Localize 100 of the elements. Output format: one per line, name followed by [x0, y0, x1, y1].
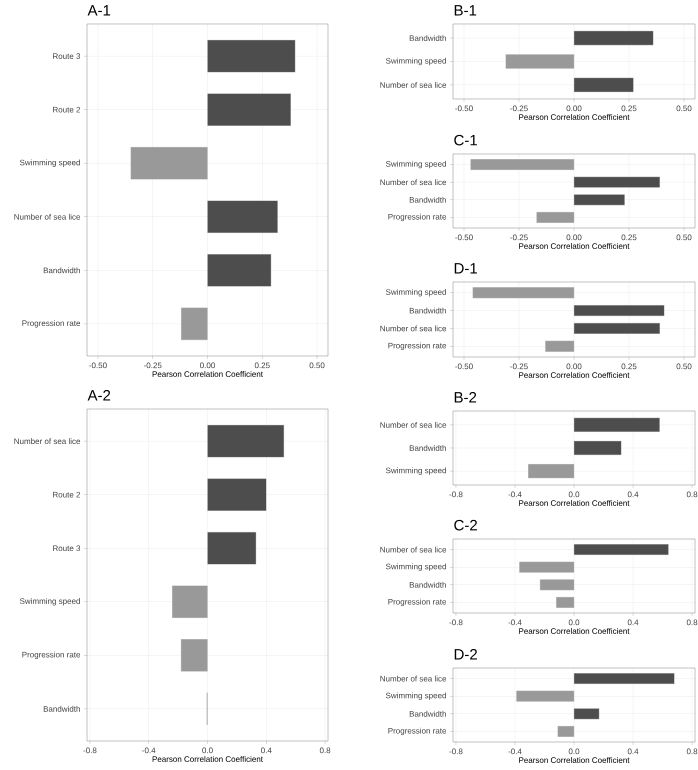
chart-title: C-1	[454, 134, 477, 146]
bar	[207, 532, 256, 564]
x-tick-label: 0.50	[676, 106, 692, 112]
x-tick-label: 0.00	[566, 364, 582, 370]
x-tick-label: -0.25	[510, 106, 528, 112]
x-tick-label: 0.8	[320, 748, 330, 754]
x-tick-label: -0.8	[449, 492, 462, 498]
y-tick-label: Route 3	[53, 545, 80, 552]
x-tick-label: 0.00	[566, 234, 582, 240]
y-tick-label: Route 2	[53, 106, 80, 112]
x-tick-label: 0.25	[622, 234, 636, 240]
y-tick-label: Number of sea lice	[14, 438, 80, 444]
y-tick-label: Bandwidth	[44, 267, 80, 274]
y-tick-label: Number of sea lice	[380, 676, 446, 682]
x-tick-label: -0.4	[508, 620, 522, 626]
y-tick-label: Swimming speed	[386, 692, 446, 700]
x-tick-label: 0.8	[686, 620, 698, 626]
bar	[207, 254, 272, 287]
bar	[558, 726, 574, 737]
bar	[207, 93, 291, 126]
bar	[516, 690, 574, 702]
x-tick-label: 0.4	[628, 748, 638, 754]
bar	[472, 287, 574, 298]
x-tick-label: -0.4	[508, 748, 522, 754]
x-tick-label: -0.4	[508, 492, 522, 498]
y-tick-label: Swimming speed	[386, 288, 446, 296]
y-tick-label: Bandwidth	[410, 308, 446, 314]
x-tick-label: 0.4	[628, 620, 638, 626]
bar	[574, 418, 660, 432]
x-tick-label: 0.50	[676, 234, 692, 240]
y-tick-label: Bandwidth	[410, 710, 446, 717]
bar	[574, 194, 625, 206]
chart-title: C-2	[454, 520, 477, 530]
bar	[536, 212, 574, 223]
y-tick-label: Bandwidth	[44, 706, 80, 712]
x-tick-label: -0.50	[455, 106, 473, 112]
y-tick-label: Swimming speed	[386, 563, 446, 571]
bar	[528, 464, 574, 478]
bar	[130, 146, 208, 180]
y-tick-label: Progression rate	[22, 320, 80, 328]
x-axis-title: Pearson Correlation Coefficient	[519, 500, 630, 506]
bar	[574, 78, 634, 92]
y-tick-label: Bandwidth	[410, 196, 446, 203]
y-tick-label: Number of sea lice	[380, 82, 446, 88]
x-tick-label: 0.0	[202, 748, 213, 754]
bar	[574, 305, 664, 316]
x-tick-label: 0.50	[310, 362, 325, 368]
bar	[574, 322, 660, 334]
bar	[574, 673, 675, 684]
x-tick-label: 0.25	[622, 364, 636, 370]
x-axis-title: Pearson Correlation Coefficient	[152, 756, 263, 762]
bar	[545, 340, 574, 352]
y-tick-label: Progression rate	[388, 214, 446, 222]
x-tick-label: 0.0	[568, 492, 580, 498]
x-tick-label: -0.8	[449, 620, 462, 626]
chart-title: D-1	[454, 263, 477, 274]
x-tick-label: 0.8	[686, 748, 698, 754]
bar	[181, 308, 208, 340]
bar	[574, 30, 654, 46]
y-tick-label: Bandwidth	[410, 582, 446, 588]
y-tick-label: Swimming speed	[386, 160, 446, 168]
bar	[574, 440, 622, 456]
x-tick-label: -0.50	[89, 362, 107, 368]
y-tick-label: Number of sea lice	[380, 325, 446, 332]
chart-title: B-2	[454, 392, 476, 402]
x-tick-label: 0.00	[566, 106, 582, 112]
y-tick-label: Bandwidth	[410, 445, 446, 451]
bar	[574, 708, 600, 720]
x-tick-label: -0.25	[144, 362, 162, 368]
bar	[470, 159, 574, 170]
x-tick-label: 0.25	[622, 106, 636, 112]
bar	[207, 424, 284, 458]
x-tick-label: 0.4	[628, 492, 638, 498]
y-tick-label: Route 2	[53, 492, 80, 498]
y-tick-label: Progression rate	[388, 342, 446, 350]
y-tick-label: Swimming speed	[20, 159, 80, 167]
x-tick-label: -0.50	[455, 234, 473, 240]
y-tick-label: Route 3	[53, 53, 80, 59]
y-tick-label: Swimming speed	[20, 598, 80, 606]
x-axis-title: Pearson Correlation Coefficient	[152, 371, 263, 377]
x-tick-label: 0.50	[676, 364, 692, 370]
x-axis-title: Pearson Correlation Coefficient	[519, 757, 630, 763]
x-tick-label: -0.8	[449, 748, 462, 754]
bar	[172, 586, 208, 618]
x-tick-label: -0.25	[510, 234, 528, 240]
x-tick-label: -0.25	[510, 364, 528, 370]
x-axis-title: Pearson Correlation Coefficient	[519, 243, 630, 249]
y-tick-label: Number of sea lice	[380, 422, 446, 428]
x-tick-label: 0.0	[568, 620, 580, 626]
x-tick-label: -0.50	[455, 364, 473, 370]
x-axis-title: Pearson Correlation Coefficient	[519, 628, 630, 634]
y-tick-label: Swimming speed	[386, 467, 446, 475]
bar	[207, 478, 266, 511]
x-tick-label: 0.00	[200, 362, 215, 368]
bar	[207, 200, 278, 234]
bar	[207, 40, 296, 72]
x-tick-label: 0.0	[568, 748, 580, 754]
y-tick-label: Progression rate	[388, 728, 446, 736]
x-tick-label: -0.4	[142, 748, 156, 754]
x-axis-title: Pearson Correlation Coefficient	[519, 114, 630, 120]
